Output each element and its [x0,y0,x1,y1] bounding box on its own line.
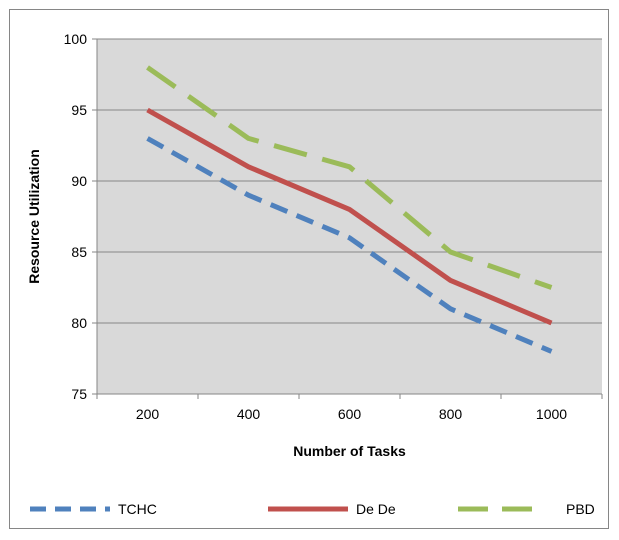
series-line-tchc [146,136,553,354]
y-tick-label: 80 [71,315,87,331]
y-tick-label: 95 [71,102,87,118]
x-tick-label: 400 [237,406,261,422]
x-tick-label: 1000 [536,406,567,422]
y-tick-label: 85 [71,244,87,260]
axes [92,38,603,399]
x-tick-label: 200 [136,406,160,422]
y-tick-label: 100 [64,31,88,47]
legend-label: De De [356,501,396,517]
y-tick-label: 90 [71,173,87,189]
legend-label: TCHC [118,501,157,517]
x-tick-label: 600 [338,406,362,422]
y-tick-label: 75 [71,386,87,402]
series-lines [146,65,553,354]
legend: TCHC De De PBD [30,501,595,517]
gridlines [97,38,602,395]
x-tick-labels: 200 400 600 800 1000 [136,406,567,422]
x-tick-label: 800 [439,406,463,422]
legend-label: PBD [566,501,595,517]
series-line-pbd [146,65,553,290]
series-line-de-de [146,107,553,326]
y-axis-title: Resource Utilization [26,149,42,284]
y-tick-labels: 75 80 85 90 95 100 [64,31,88,402]
x-axis-title: Number of Tasks [293,443,406,459]
